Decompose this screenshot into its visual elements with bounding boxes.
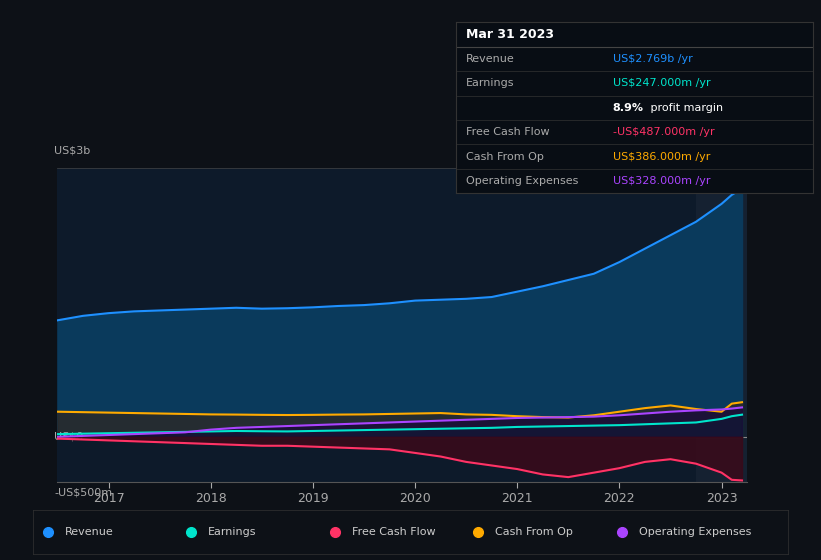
Text: Cash From Op: Cash From Op	[495, 527, 573, 537]
Text: Free Cash Flow: Free Cash Flow	[466, 127, 550, 137]
Text: Operating Expenses: Operating Expenses	[639, 527, 751, 537]
Text: Free Cash Flow: Free Cash Flow	[351, 527, 435, 537]
Text: profit margin: profit margin	[647, 103, 722, 113]
Text: Mar 31 2023: Mar 31 2023	[466, 28, 554, 41]
Text: US$2.769b /yr: US$2.769b /yr	[612, 54, 693, 64]
Text: Operating Expenses: Operating Expenses	[466, 176, 579, 186]
Text: Revenue: Revenue	[466, 54, 515, 64]
Text: Earnings: Earnings	[466, 78, 515, 88]
Text: Earnings: Earnings	[208, 527, 257, 537]
Text: -US$500m: -US$500m	[54, 488, 112, 498]
Text: Cash From Op: Cash From Op	[466, 152, 544, 162]
Text: US$247.000m /yr: US$247.000m /yr	[612, 78, 710, 88]
Bar	[696, 168, 747, 482]
Text: US$0: US$0	[54, 432, 83, 442]
Text: -US$487.000m /yr: -US$487.000m /yr	[612, 127, 714, 137]
Text: Revenue: Revenue	[65, 527, 113, 537]
Text: US$386.000m /yr: US$386.000m /yr	[612, 152, 710, 162]
Text: 8.9%: 8.9%	[612, 103, 644, 113]
Text: US$328.000m /yr: US$328.000m /yr	[612, 176, 710, 186]
Text: US$3b: US$3b	[54, 146, 90, 156]
